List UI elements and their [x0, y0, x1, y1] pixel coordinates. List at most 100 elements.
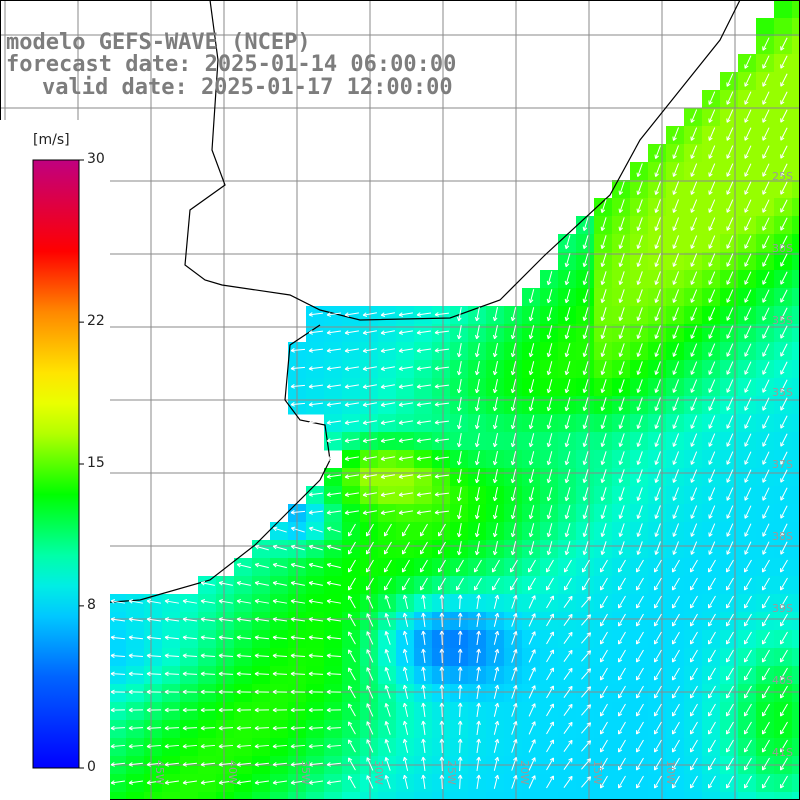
wind-arrow: [672, 541, 680, 555]
wind-arrow: [493, 720, 500, 735]
wind-arrow: [236, 599, 251, 604]
wind-arrow: [164, 725, 180, 731]
wind-arrow: [690, 217, 698, 231]
wind-arrow: [511, 775, 518, 789]
wind-cell: [396, 720, 415, 739]
wind-arrow: [690, 631, 698, 645]
wind-arrow: [128, 725, 144, 731]
wind-cell: [792, 342, 800, 361]
wind-arrow: [636, 253, 643, 267]
wind-arrow: [618, 667, 626, 681]
wind-cell: [216, 666, 235, 685]
wind-arrow: [654, 397, 661, 411]
wind-arrow: [402, 648, 409, 663]
wind-arrow: [636, 451, 643, 465]
wind-cell: [792, 486, 800, 505]
wind-arrow: [457, 774, 463, 790]
wind-arrow: [290, 707, 306, 713]
wind-arrow: [474, 541, 480, 556]
wind-arrow: [726, 559, 734, 573]
wind-arrow: [654, 667, 662, 681]
wind-arrow: [326, 474, 341, 479]
wind-arrow: [362, 456, 377, 461]
wind-arrow: [528, 739, 536, 753]
wind-arrow: [308, 689, 324, 695]
wind-arrow: [254, 707, 270, 713]
wind-arrow: [128, 617, 144, 622]
wind-arrow: [546, 451, 553, 466]
wind-arrow: [182, 743, 198, 749]
wind-arrow: [636, 307, 643, 321]
wind-arrow: [348, 775, 356, 789]
wind-cell: [792, 126, 800, 145]
wind-arrow: [326, 348, 341, 353]
wind-cell: [414, 414, 433, 433]
wind-arrow: [511, 703, 518, 717]
wind-arrow: [618, 433, 625, 448]
wind-arrow: [434, 492, 450, 497]
wind-arrow: [780, 325, 788, 339]
wind-arrow: [636, 415, 643, 429]
colorbar-gradient: [32, 159, 80, 769]
wind-cell: [450, 342, 469, 361]
wind-arrow: [308, 599, 323, 604]
wind-cell: [306, 378, 325, 397]
wind-arrow: [726, 325, 734, 339]
wind-cell: [468, 612, 487, 631]
wind-arrow: [254, 653, 270, 659]
wind-arrow: [600, 487, 607, 502]
wind-arrow: [762, 37, 770, 51]
wind-arrow: [326, 420, 341, 425]
wind-arrow: [348, 559, 356, 573]
wind-arrow: [654, 649, 662, 663]
wind-arrow: [344, 384, 359, 389]
wind-arrow: [744, 649, 752, 663]
wind-cell: [792, 90, 800, 109]
wind-arrow: [510, 343, 517, 358]
wind-arrow: [780, 289, 788, 303]
wind-arrow: [564, 541, 571, 556]
wind-arrow: [564, 487, 571, 502]
wind-arrow: [672, 523, 680, 537]
wind-arrow: [344, 330, 359, 335]
wind-arrow: [563, 703, 573, 716]
wind-arrow: [546, 325, 553, 340]
wind-arrow: [600, 595, 608, 609]
wind-cell: [432, 486, 451, 505]
wind-arrow: [476, 774, 481, 789]
wind-arrow: [421, 594, 426, 610]
wind-arrow: [290, 653, 306, 659]
wind-arrow: [726, 307, 734, 321]
wind-cell: [342, 342, 361, 361]
wind-cell: [180, 666, 199, 685]
wind-cell: [342, 648, 361, 667]
wind-arrow: [564, 325, 571, 340]
wind-arrow: [384, 684, 391, 699]
wind-arrow: [254, 743, 270, 749]
wind-cell: [522, 792, 541, 800]
wind-arrow: [164, 617, 180, 622]
wind-arrow: [476, 720, 481, 735]
wind-arrow: [457, 307, 462, 322]
wind-arrow: [708, 289, 716, 303]
wind-arrow: [254, 671, 270, 677]
wind-arrow: [780, 613, 788, 627]
wind-cell: [396, 738, 415, 757]
wind-arrow: [326, 653, 342, 659]
wind-arrow: [528, 559, 536, 573]
wind-arrow: [128, 762, 144, 767]
wind-arrow: [510, 307, 517, 322]
wind-arrow: [146, 617, 162, 622]
wind-arrow: [654, 343, 661, 357]
wind-arrow: [690, 415, 698, 429]
wind-arrow: [493, 774, 500, 789]
wind-cell: [360, 666, 379, 685]
wind-cell: [234, 648, 253, 667]
lon-label: 25W: [445, 760, 458, 785]
wind-arrow: [439, 738, 445, 754]
wind-cell: [432, 738, 451, 757]
wind-arrow: [384, 738, 391, 753]
wind-arrow: [618, 703, 626, 717]
wind-arrow: [726, 217, 734, 231]
wind-cell: [252, 612, 271, 631]
